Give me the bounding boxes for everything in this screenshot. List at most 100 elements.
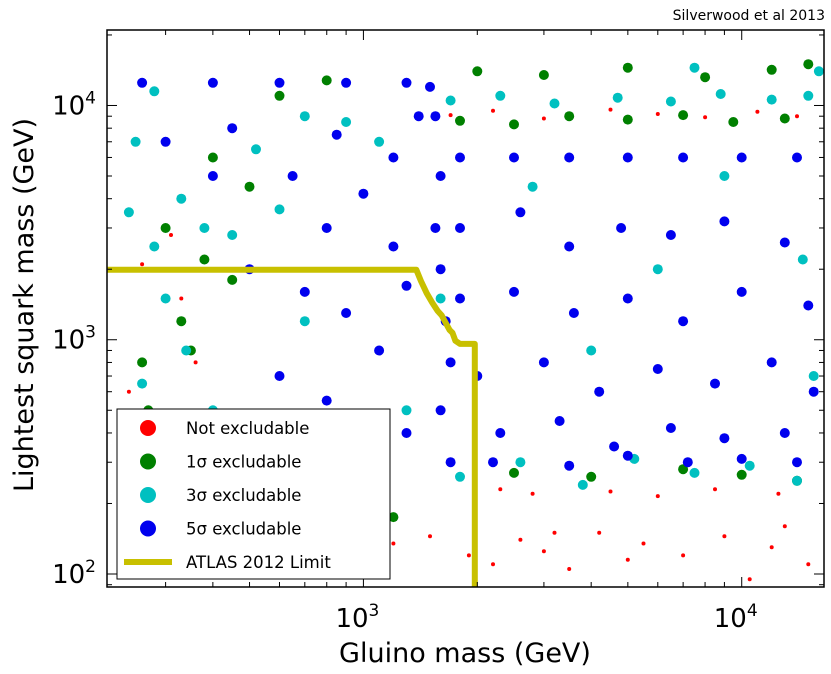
data-point (149, 86, 160, 97)
legend-label: 1σ excludable (186, 453, 301, 472)
series-3 (137, 77, 819, 471)
data-point (341, 117, 352, 127)
data-point (199, 254, 210, 265)
data-point (199, 223, 210, 233)
data-point (616, 223, 627, 233)
data-point (126, 389, 131, 394)
data-point (665, 96, 676, 107)
data-point (331, 129, 342, 140)
data-point (779, 428, 790, 438)
data-point (597, 530, 602, 535)
data-point (530, 491, 535, 496)
data-point (179, 296, 184, 301)
data-point (803, 90, 814, 101)
data-point (391, 541, 396, 546)
data-point (176, 193, 187, 204)
data-point (430, 223, 441, 233)
data-point (769, 545, 774, 550)
data-point (779, 113, 790, 124)
legend-box (116, 408, 391, 580)
data-point (567, 567, 572, 571)
data-point (413, 111, 424, 122)
data-point (689, 467, 700, 478)
tick-layer: 103 104 102 103 104 (52, 30, 824, 634)
data-point (541, 116, 546, 121)
data-point (564, 241, 575, 252)
data-point (608, 489, 613, 494)
series-4 (107, 266, 478, 587)
data-point (665, 230, 676, 240)
data-point (388, 152, 399, 163)
data-point (498, 487, 503, 492)
data-point (813, 66, 824, 77)
y-tick-label: 104 (52, 88, 96, 121)
data-point (491, 108, 495, 113)
data-point (130, 136, 141, 147)
data-point (622, 450, 633, 461)
legend-swatch (140, 520, 156, 537)
data-point (455, 152, 465, 163)
data-point (227, 123, 238, 134)
data-point (747, 577, 752, 582)
legend-label: Not excludable (186, 419, 309, 438)
data-point (299, 111, 310, 122)
legend-label: ATLAS 2012 Limit (186, 553, 331, 572)
x-tick-label: 103 (335, 601, 379, 634)
data-point (495, 90, 506, 101)
data-point (792, 152, 802, 163)
data-point (149, 241, 160, 252)
data-point (736, 286, 747, 297)
data-point (321, 395, 332, 406)
data-point (808, 371, 819, 381)
series-1 (137, 59, 814, 523)
data-point (678, 464, 689, 475)
data-point (564, 111, 575, 122)
data-point (341, 77, 352, 88)
data-point (681, 553, 686, 558)
data-point (509, 119, 519, 130)
data-point (358, 188, 369, 199)
data-point (448, 113, 453, 118)
data-point (700, 72, 711, 83)
data-point (568, 308, 579, 318)
data-point (803, 59, 814, 70)
data-point (792, 475, 802, 486)
x-axis-title: Gluino mass (GeV) (339, 638, 591, 669)
data-point (140, 262, 145, 267)
data-point (445, 357, 456, 368)
data-point (609, 441, 620, 452)
data-point (160, 293, 171, 304)
data-point (594, 386, 605, 397)
data-point (244, 181, 255, 192)
data-point (652, 264, 663, 275)
data-point (625, 557, 630, 562)
data-point (321, 223, 332, 233)
data-point (586, 471, 597, 482)
data-point (445, 457, 456, 468)
data-point (207, 152, 218, 163)
data-point (488, 457, 498, 468)
data-point (803, 300, 814, 311)
data-point (715, 89, 726, 99)
legend-swatch (140, 453, 156, 470)
data-point (552, 530, 557, 535)
data-point (641, 541, 646, 546)
data-point (374, 136, 385, 147)
legend: Not excludable 1σ excludable 3σ excludable… (116, 408, 391, 580)
data-point (137, 77, 148, 88)
data-point (755, 109, 760, 114)
data-point (435, 293, 446, 304)
atlas-limit-line (107, 266, 478, 587)
data-point (181, 345, 192, 356)
data-point (341, 308, 352, 318)
data-point (622, 62, 633, 73)
data-point (401, 405, 412, 416)
data-point (713, 487, 717, 492)
legend-entry: ATLAS 2012 Limit (124, 553, 331, 572)
data-point (176, 316, 187, 327)
data-point (515, 207, 526, 218)
data-point (736, 152, 747, 163)
data-point (388, 241, 399, 252)
data-point (527, 181, 538, 192)
data-point (445, 95, 456, 106)
